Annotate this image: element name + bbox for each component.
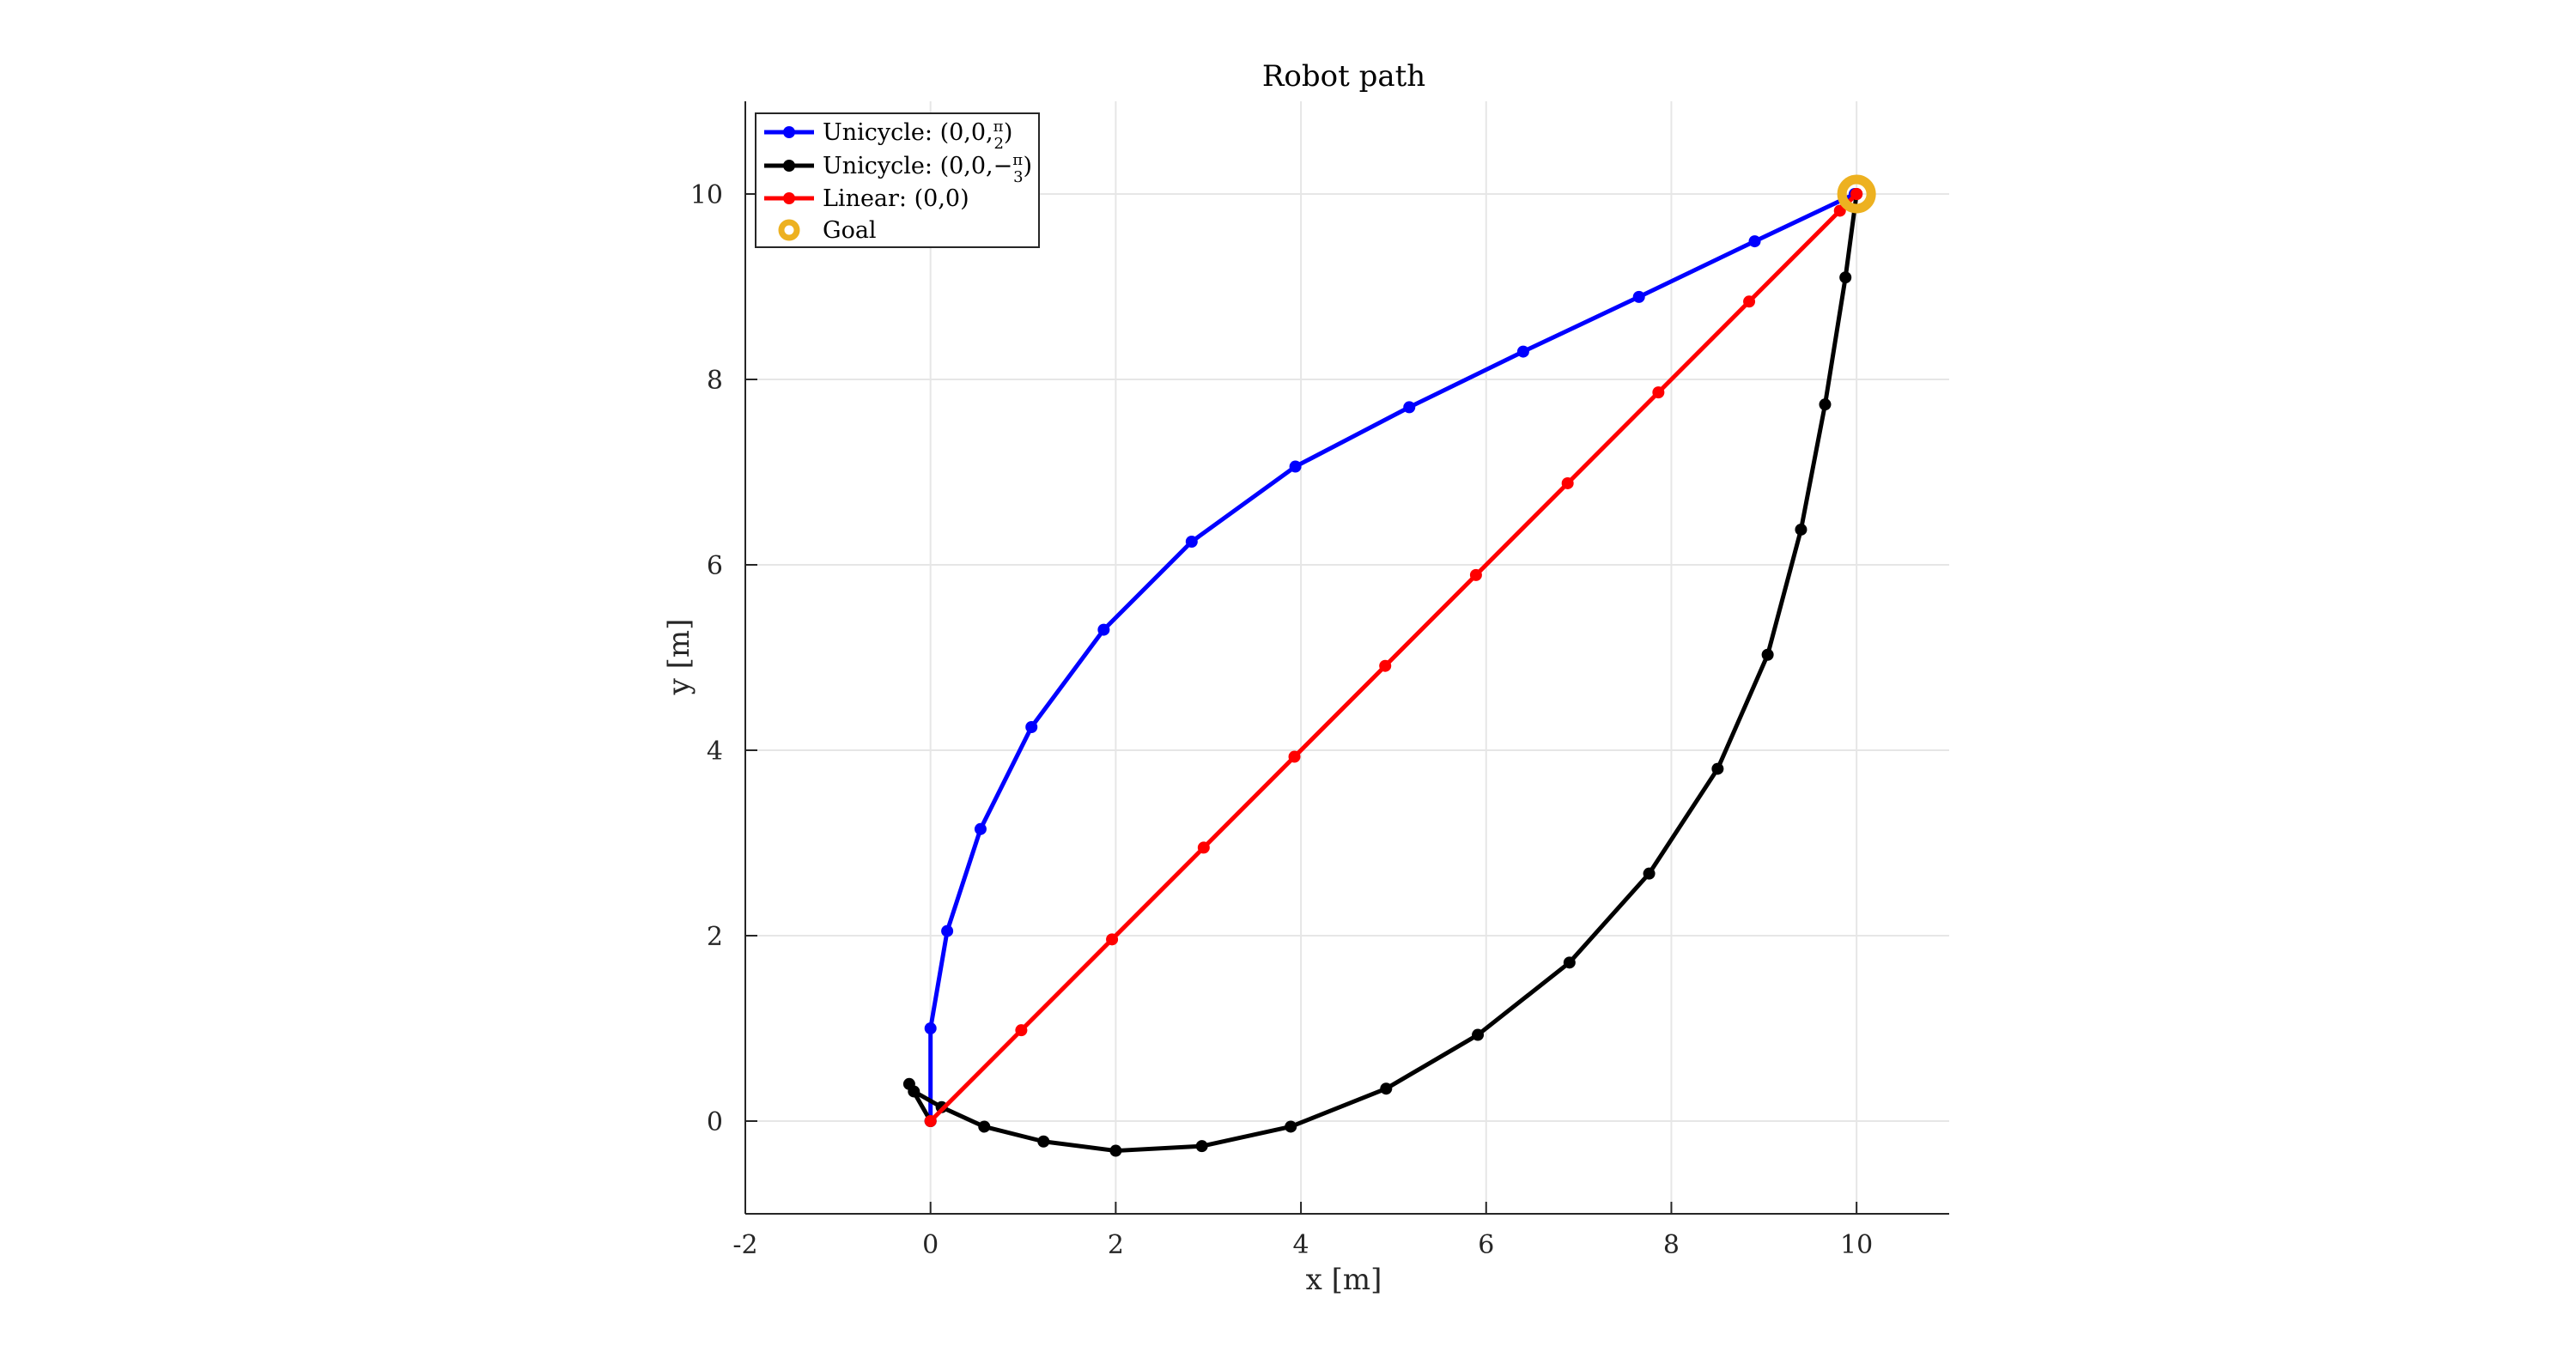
data-point: [1025, 721, 1038, 733]
legend-marker-swatch: [783, 192, 795, 204]
tick-labels: -2 0 2 4 6 8 10 0 2 4 6 8 10: [690, 180, 1873, 1260]
x-tick-label: 4: [1293, 1230, 1309, 1260]
data-point: [924, 1115, 937, 1127]
data-point: [1819, 398, 1832, 411]
x-tick-label: 2: [1108, 1230, 1124, 1260]
y-tick-label: 8: [707, 366, 723, 396]
legend-fraction-denominator: 3: [1013, 168, 1023, 186]
data-point: [1379, 659, 1392, 672]
legend-marker-swatch: [783, 160, 795, 172]
legend-fraction-denominator: 2: [993, 135, 1003, 153]
data-point: [1015, 1024, 1028, 1037]
legend-entry: Unicycle: (0,0,π 2): [764, 118, 1012, 153]
legend-entry-goal: Goal: [778, 217, 877, 244]
data-point: [1632, 290, 1645, 303]
series-line: [928, 192, 1858, 1123]
data-point: [1711, 762, 1724, 775]
legend-label-text: Unicycle: (0,0,−: [823, 153, 1012, 179]
data-point: [1761, 648, 1774, 661]
x-axis-label: x [m]: [1306, 1263, 1382, 1297]
data-point: [1037, 1135, 1050, 1148]
data-point: [1289, 460, 1302, 473]
data-point: [941, 925, 954, 937]
data-point: [1285, 1120, 1297, 1133]
data-point: [1403, 401, 1416, 414]
legend-label-text: Linear: (0,0): [823, 185, 969, 212]
x-tick-label: 8: [1663, 1230, 1680, 1260]
data-point: [908, 1085, 920, 1098]
y-tick-label: 0: [707, 1107, 723, 1137]
y-tick-label: 10: [690, 180, 723, 210]
goal-marker: [1837, 174, 1876, 214]
data-point: [1795, 523, 1807, 536]
legend-marker-swatch: [783, 126, 795, 138]
legend-label: Unicycle: (0,0,π 2): [823, 118, 1012, 153]
legend-box: [755, 112, 1040, 248]
data-point: [924, 1022, 937, 1034]
legend-label-text: Unicycle: (0,0,: [823, 119, 993, 146]
y-axis-label: y [m]: [662, 619, 696, 696]
data-point: [1850, 188, 1863, 200]
y-tick-label: 2: [707, 922, 723, 952]
legend-label-suffix: ): [1024, 153, 1033, 179]
series-layer: [902, 174, 1876, 1157]
y-tick-label: 4: [707, 737, 723, 767]
data-point: [1833, 204, 1846, 217]
data-point: [1839, 271, 1852, 284]
data-point: [1097, 623, 1110, 636]
x-tick-label: 6: [1478, 1230, 1494, 1260]
x-tick-label: 10: [1840, 1230, 1873, 1260]
legend-fraction-numerator: π: [1012, 151, 1023, 169]
x-tick-label: -2: [732, 1230, 757, 1260]
legend-fraction-numerator: π: [993, 118, 1004, 136]
legend: Unicycle: (0,0,π 2)Unicycle: (0,0,−π 3)Lin…: [755, 112, 1040, 248]
data-point: [1288, 750, 1301, 763]
x-tick-label: 0: [922, 1230, 939, 1260]
data-point: [1195, 1140, 1208, 1153]
legend-label: Linear: (0,0): [823, 185, 969, 212]
legend-entry: Linear: (0,0): [764, 185, 969, 212]
data-point: [1185, 536, 1198, 548]
legend-label: Unicycle: (0,0,−π 3): [823, 151, 1032, 186]
legend-entry: Unicycle: (0,0,−π 3): [764, 151, 1032, 186]
legend-label-suffix: ): [1004, 119, 1013, 146]
data-point: [1197, 841, 1210, 854]
y-tick-label: 6: [707, 551, 723, 581]
data-point: [1563, 956, 1576, 969]
axes: [744, 101, 1949, 1215]
data-point: [1472, 1028, 1485, 1041]
data-point: [1380, 1082, 1393, 1095]
data-point: [974, 822, 987, 835]
data-point: [1109, 1144, 1122, 1157]
data-point: [1643, 867, 1656, 880]
series-0: [924, 188, 1861, 1127]
data-point: [978, 1120, 991, 1133]
grid-lines: [744, 101, 1949, 1214]
goal-ring: [1837, 174, 1876, 214]
data-point: [1469, 568, 1482, 581]
chart-title: Robot path: [1262, 59, 1425, 94]
data-point: [1743, 295, 1756, 308]
data-point: [1748, 235, 1761, 248]
data-point: [1561, 476, 1574, 489]
series-2: [924, 188, 1863, 1127]
data-point: [1516, 345, 1529, 358]
legend-goal-swatch: [778, 219, 800, 241]
legend-label: Goal: [823, 217, 877, 244]
data-point: [1106, 933, 1119, 946]
data-point: [1652, 386, 1665, 399]
